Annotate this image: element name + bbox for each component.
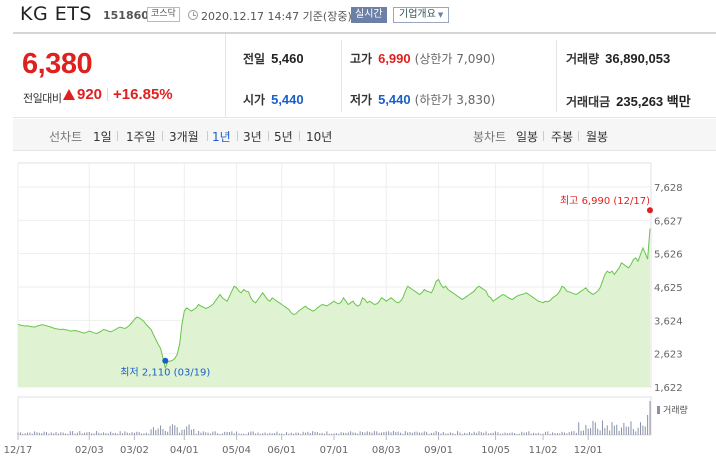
timestamp: 2020.12.17 14:47 기준(장중) bbox=[201, 10, 352, 23]
y-tick-label: 3,624 bbox=[654, 316, 683, 327]
company-overview-button[interactable]: 기업개요 ▼ bbox=[393, 7, 450, 23]
stat-value: 36,890,053 bbox=[605, 51, 671, 66]
period-5y[interactable]: 5년 bbox=[274, 130, 293, 144]
volume-legend-swatch bbox=[657, 406, 660, 414]
x-tick-label: 12/17 bbox=[4, 445, 33, 456]
x-tick-label: 02/03 bbox=[75, 445, 104, 456]
stat-value: 5,440 bbox=[378, 92, 411, 107]
stock-code: 151860 bbox=[103, 9, 149, 22]
x-tick-label: 03/02 bbox=[120, 445, 149, 456]
stat-value: 5,440 bbox=[271, 92, 304, 107]
x-tick-label: 06/01 bbox=[267, 445, 296, 456]
y-tick-label: 1,622 bbox=[654, 383, 683, 394]
volume-frame bbox=[17, 396, 652, 436]
caret-down-icon: ▼ bbox=[437, 11, 444, 19]
y-tick-label: 5,626 bbox=[654, 250, 683, 261]
candle-weekly[interactable]: 주봉 bbox=[551, 130, 574, 144]
company-overview-label: 기업개요 bbox=[399, 9, 436, 20]
min-marker-dot bbox=[162, 357, 169, 364]
period-10y[interactable]: 10년 bbox=[306, 130, 333, 144]
y-tick-label: 2,623 bbox=[654, 350, 683, 361]
price-area-fill bbox=[18, 228, 650, 387]
change-percent: +16.85% bbox=[113, 86, 173, 103]
volume-legend-label: 거래량 bbox=[663, 404, 688, 416]
stock-header: KG ETS 151860 코스닥 2020.12.17 14:47 기준(장중… bbox=[0, 0, 716, 32]
period-1y[interactable]: 1년 bbox=[212, 130, 231, 144]
period-1d[interactable]: 1일 bbox=[93, 130, 112, 144]
stat-open: 시가 5,440 bbox=[243, 91, 304, 111]
stat-label: 저가 bbox=[350, 93, 373, 107]
triangle-up-icon bbox=[63, 89, 75, 100]
divider bbox=[341, 40, 342, 112]
clock-icon bbox=[188, 10, 198, 20]
stat-label: 전일 bbox=[243, 52, 266, 66]
divider bbox=[543, 131, 544, 141]
x-tick-label: 12/01 bbox=[574, 445, 603, 456]
divider bbox=[207, 131, 208, 141]
divider bbox=[237, 131, 238, 141]
divider bbox=[299, 131, 300, 141]
line-chart-label: 선차트 bbox=[49, 130, 83, 144]
x-tick-label: 05/04 bbox=[222, 445, 251, 456]
x-tick-label: 09/01 bbox=[424, 445, 453, 456]
stat-amount: 거래대금 235,263 백만 bbox=[566, 91, 691, 111]
y-tick-label: 4,625 bbox=[654, 283, 683, 294]
max-marker-dot bbox=[647, 207, 653, 214]
stat-prev-close: 전일 5,460 bbox=[243, 50, 304, 70]
stat-label: 고가 bbox=[350, 52, 373, 66]
divider bbox=[578, 131, 579, 141]
divider bbox=[117, 131, 118, 141]
price-stats: 전일 5,460 시가 5,440 고가 6,990 (상한가 7,090) 저가 5,4… bbox=[226, 34, 716, 118]
change-label: 전일대비 bbox=[23, 92, 62, 105]
stat-volume: 거래량 36,890,053 bbox=[566, 50, 670, 70]
candle-daily[interactable]: 일봉 bbox=[516, 130, 539, 144]
y-tick-label: 7,628 bbox=[654, 183, 683, 194]
x-tick-label: 04/01 bbox=[170, 445, 199, 456]
y-tick-label: 6,627 bbox=[654, 216, 683, 227]
stat-value: 6,990 bbox=[378, 51, 411, 66]
stat-value: 5,460 bbox=[271, 51, 304, 66]
candle-chart-label: 봉차트 bbox=[473, 130, 507, 144]
x-tick-label: 07/01 bbox=[320, 445, 349, 456]
stat-high: 고가 6,990 (상한가 7,090) bbox=[350, 50, 495, 70]
stat-value: 235,263 백만 bbox=[616, 94, 691, 109]
x-tick-label: 11/02 bbox=[529, 445, 558, 456]
price-area: 6,380 전일대비 920 +16.85% bbox=[13, 34, 226, 118]
lower-limit: (하한가 3,830) bbox=[414, 93, 496, 107]
x-tick-label: 10/05 bbox=[481, 445, 510, 456]
price-summary: 6,380 전일대비 920 +16.85% 전일 5,460 시가 5,440 고… bbox=[13, 32, 716, 118]
stat-label: 거래량 bbox=[566, 52, 600, 66]
stock-name: KG ETS bbox=[20, 3, 92, 25]
stat-label: 거래대금 bbox=[566, 95, 611, 109]
price-line bbox=[17, 228, 651, 370]
min-marker-label: 최저 2,110 (03/19) bbox=[120, 367, 210, 379]
x-tick-label: 08/03 bbox=[372, 445, 401, 456]
price-chart[interactable]: 7,628 6,627 5,626 4,625 3,624 2,623 1,622 12/17… bbox=[0, 151, 716, 466]
upper-limit: (상한가 7,090) bbox=[414, 52, 496, 66]
stat-label: 시가 bbox=[243, 93, 266, 107]
period-1w[interactable]: 1주일 bbox=[126, 130, 156, 144]
market-badge: 코스닥 bbox=[147, 7, 180, 22]
period-3m[interactable]: 3개월 bbox=[169, 130, 199, 144]
period-bar: 선차트 1일 1주일 3개월 1년 3년 5년 10년 봉차트 일봉 주봉 월봉 bbox=[13, 119, 716, 151]
candle-monthly[interactable]: 월봉 bbox=[586, 130, 609, 144]
divider bbox=[556, 40, 557, 112]
divider bbox=[107, 88, 108, 101]
stat-low: 저가 5,440 (하한가 3,830) bbox=[350, 91, 495, 111]
max-marker-label: 최고 6,990 (12/17) bbox=[560, 195, 650, 207]
divider bbox=[268, 131, 269, 141]
divider bbox=[162, 131, 163, 141]
period-3y[interactable]: 3년 bbox=[243, 130, 262, 144]
change-value: 920 bbox=[77, 86, 103, 103]
current-price: 6,380 bbox=[22, 48, 93, 80]
realtime-button[interactable]: 실시간 bbox=[351, 7, 387, 23]
